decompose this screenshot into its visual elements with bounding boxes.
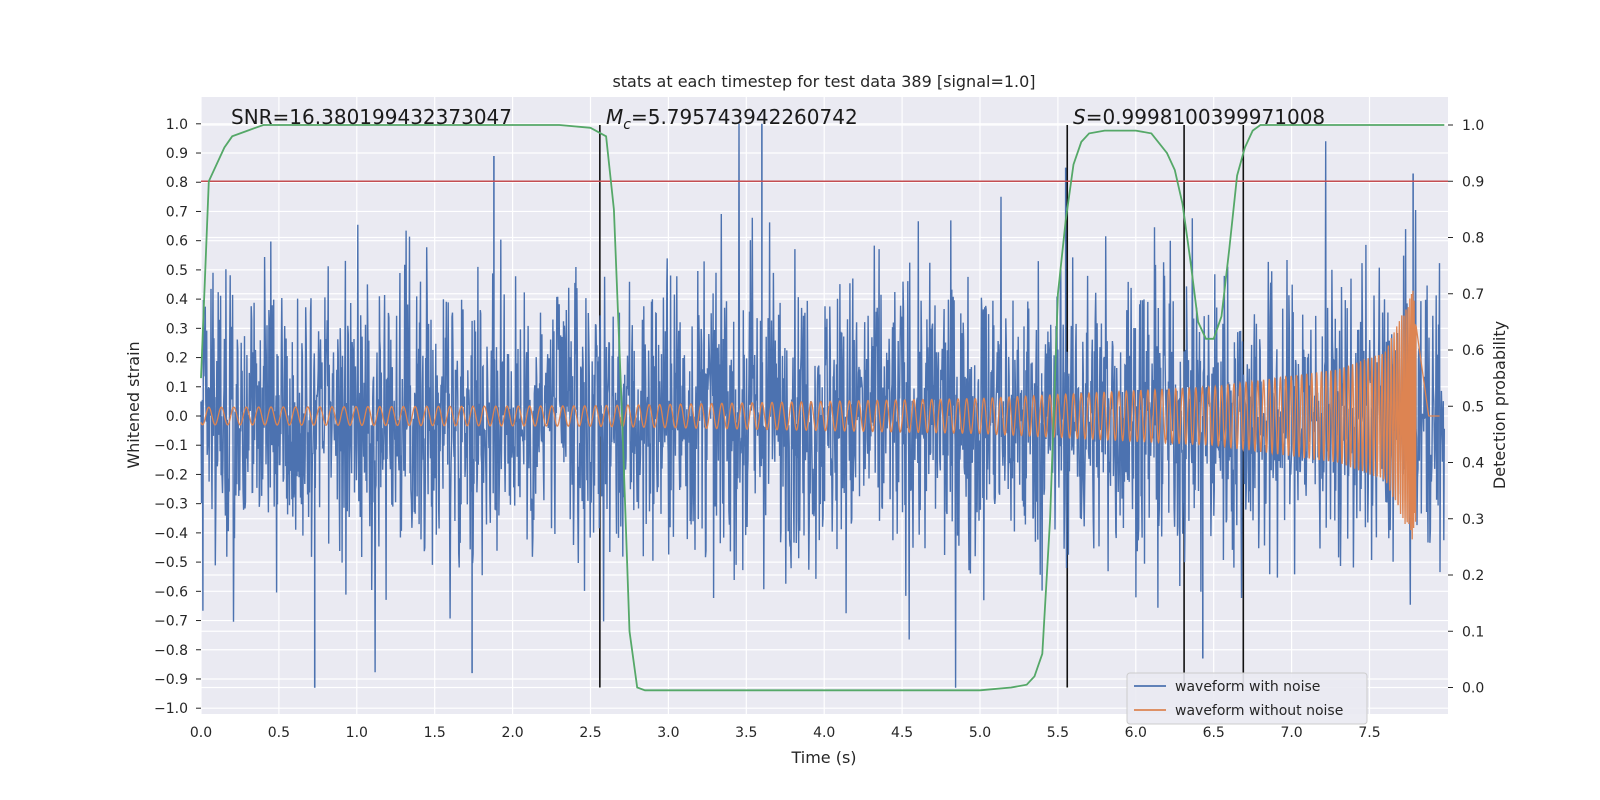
- y2-tick-label: 0.0: [1462, 681, 1484, 697]
- y-tick-label: 0.4: [166, 292, 188, 308]
- y2-tick-label: 0.9: [1462, 174, 1484, 190]
- y-tick-label: −1.0: [154, 701, 188, 717]
- x-tick-label: 4.5: [891, 725, 913, 741]
- x-tick-label: 5.5: [1047, 725, 1069, 741]
- tick-labels: 0.0 0.5 1.0 1.5 2.0 2.5 3.0 3.5 4.0 4.5 5.0 5.5 6.0 6…: [154, 117, 1484, 741]
- y2-tick-label: 0.4: [1462, 456, 1484, 472]
- chirp-mass-subscript: c: [623, 117, 631, 133]
- chirp-mass-value: =5.795743942260742: [631, 105, 858, 129]
- detection-probability-line: [200, 124, 1445, 692]
- score-value: =0.9998100399971008: [1086, 105, 1325, 129]
- legend-label-noise: waveform with noise: [1175, 679, 1320, 695]
- noisy-waveform-line: [200, 123, 1445, 688]
- x-tick-label: 2.5: [579, 725, 601, 741]
- score-annotation: S=0.9998100399971008: [1073, 105, 1325, 129]
- y-tick-label: 0.7: [166, 204, 188, 220]
- y-tick-label: −0.1: [154, 438, 188, 454]
- x-tick-label: 3.5: [735, 725, 757, 741]
- x-tick-label: 2.0: [501, 725, 523, 741]
- x-tick-label: 0.5: [268, 725, 290, 741]
- y2-tick-label: 0.5: [1462, 399, 1484, 415]
- y-tick-label: 0.3: [166, 321, 188, 337]
- y2-axis-label: Detection probability: [1490, 321, 1509, 489]
- x-tick-label: 0.0: [190, 725, 212, 741]
- y2-tick-label: 0.2: [1462, 568, 1484, 584]
- x-tick-label: 1.5: [424, 725, 446, 741]
- x-tick-label: 7.5: [1358, 725, 1380, 741]
- y-tick-label: 0.6: [166, 234, 188, 250]
- x-tick-label: 4.0: [813, 725, 835, 741]
- y-tick-label: 1.0: [166, 117, 188, 133]
- legend: waveform with noise waveform without noi…: [1126, 672, 1368, 725]
- y-tick-label: −0.5: [154, 555, 188, 571]
- y-tick-label: −0.3: [154, 497, 188, 513]
- chirp-mass-annotation: Mc=5.795743942260742: [606, 105, 858, 133]
- legend-label-clean: waveform without noise: [1175, 703, 1343, 719]
- y-tick-label: 0.8: [166, 175, 188, 191]
- y2-tick-label: 0.7: [1462, 287, 1484, 303]
- snr-annotation: SNR=16.380199432373047: [231, 105, 512, 129]
- x-axis-label: Time (s): [790, 748, 856, 767]
- y-tick-label: −0.2: [154, 467, 188, 483]
- clean-waveform-line: [200, 290, 1440, 540]
- x-tick-label: 6.5: [1203, 725, 1225, 741]
- y2-tick-label: 0.6: [1462, 343, 1484, 359]
- y-tick-label: 0.0: [166, 409, 188, 425]
- x-tick-label: 1.0: [346, 725, 368, 741]
- y2-tick-label: 1.0: [1462, 118, 1484, 134]
- chirp-mass-symbol: M: [606, 105, 623, 129]
- y-axis-label: Whitened strain: [124, 341, 143, 468]
- x-tick-label: 7.0: [1280, 725, 1302, 741]
- y-tick-label: −0.6: [154, 584, 188, 600]
- y2-tick-label: 0.8: [1462, 231, 1484, 247]
- y-tick-label: 0.2: [166, 351, 188, 367]
- y-tick-label: −0.8: [154, 643, 188, 659]
- x-tick-label: 6.0: [1125, 725, 1147, 741]
- y-tick-label: −0.7: [154, 614, 188, 630]
- series-layer: [200, 123, 1448, 692]
- x-tick-label: 5.0: [969, 725, 991, 741]
- y-tick-label: 0.9: [166, 146, 188, 162]
- y2-tick-label: 0.3: [1462, 512, 1484, 528]
- score-symbol: S: [1073, 105, 1086, 129]
- chart-title: stats at each timestep for test data 389…: [612, 72, 1035, 91]
- y2-tick-label: 0.1: [1462, 624, 1484, 640]
- y-tick-label: −0.4: [154, 526, 188, 542]
- legend-box: [1126, 672, 1368, 725]
- x-tick-label: 3.0: [657, 725, 679, 741]
- y-tick-label: 0.5: [166, 263, 188, 279]
- y-tick-label: 0.1: [166, 380, 188, 396]
- y-tick-label: −0.9: [154, 672, 188, 688]
